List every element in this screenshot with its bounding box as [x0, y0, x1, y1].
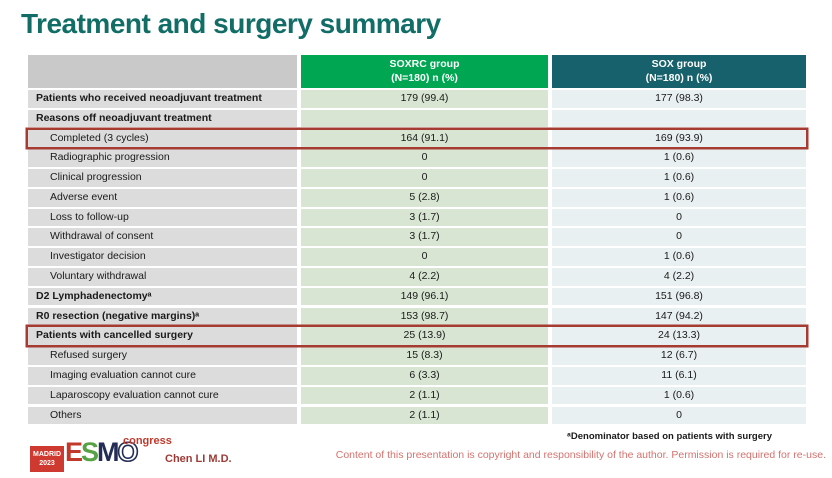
header-sox-name: SOX group [651, 58, 707, 71]
header-soxrc-name: SOXRC group [389, 58, 460, 71]
esmo-congress-logo: MADRID 2023 ESMO congress [30, 435, 180, 476]
row-label: Completed (3 cycles) [28, 129, 297, 148]
sox-value: 11 (6.1) [552, 366, 806, 385]
copyright-notice: Content of this presentation is copyrigh… [335, 449, 826, 461]
table-row: Patients who received neoadjuvant treatm… [28, 90, 806, 108]
row-label: Patients who received neoadjuvant treatm… [28, 90, 297, 108]
soxrc-value: 164 (91.1) [301, 129, 548, 148]
row-label: Patients with cancelled surgery [28, 327, 297, 345]
soxrc-value: 6 (3.3) [301, 366, 548, 385]
table-row: Patients with cancelled surgery 25 (13.9)… [28, 327, 806, 345]
row-label: Withdrawal of consent [28, 228, 297, 247]
sox-value: 151 (96.8) [552, 287, 806, 306]
table-row: Imaging evaluation cannot cure 6 (3.3) 11 … [28, 366, 806, 385]
soxrc-value: 4 (2.2) [301, 268, 548, 286]
madrid-2023-badge: MADRID 2023 [30, 446, 64, 472]
soxrc-value: 2 (1.1) [301, 406, 548, 425]
row-label: D2 Lymphadenectomyᵃ [28, 287, 297, 306]
esmo-letter-e: E [65, 437, 83, 467]
row-label: R0 resection (negative margins)ᵃ [28, 307, 297, 326]
row-label: Radiographic progression [28, 149, 297, 167]
soxrc-value: 2 (1.1) [301, 386, 548, 405]
header-soxrc-sub: (N=180) n (%) [391, 71, 458, 84]
sox-value: 4 (2.2) [552, 268, 806, 286]
row-label: Others [28, 406, 297, 425]
row-label: Reasons off neoadjuvant treatment [28, 109, 297, 128]
table-row: Completed (3 cycles) 164 (91.1) 169 (93.9) [28, 129, 806, 148]
sox-value: 177 (98.3) [552, 90, 806, 108]
header-soxrc-group: SOXRC group (N=180) n (%) [301, 55, 548, 88]
soxrc-value: 3 (1.7) [301, 208, 548, 227]
header-sox-group: SOX group (N=180) n (%) [552, 55, 806, 88]
soxrc-value: 0 [301, 248, 548, 266]
soxrc-value: 15 (8.3) [301, 347, 548, 365]
esmo-wordmark: ESMO [65, 437, 140, 467]
soxrc-value: 5 (2.8) [301, 188, 548, 207]
table-row: Withdrawal of consent 3 (1.7) 0 [28, 228, 806, 247]
header-empty-cell [28, 55, 297, 88]
soxrc-value: 25 (13.9) [301, 327, 548, 345]
row-label: Clinical progression [28, 169, 297, 187]
esmo-letter-o: O [117, 437, 140, 467]
sox-value: 1 (0.6) [552, 248, 806, 266]
slide-title: Treatment and surgery summary [21, 8, 441, 39]
sox-value: 1 (0.6) [552, 149, 806, 167]
table-row: Refused surgery 15 (8.3) 12 (6.7) [28, 347, 806, 365]
sox-value [552, 109, 806, 128]
row-label: Adverse event [28, 188, 297, 207]
sox-value: 0 [552, 228, 806, 247]
row-label: Loss to follow-up [28, 208, 297, 227]
denominator-footnote: ᵃDenominator based on patients with surg… [567, 431, 772, 442]
table-row: Loss to follow-up 3 (1.7) 0 [28, 208, 806, 227]
badge-year: 2023 [39, 460, 55, 467]
table-row: Laparoscopy evaluation cannot cure 2 (1.1… [28, 386, 806, 405]
sox-value: 1 (0.6) [552, 188, 806, 207]
table-row: D2 Lymphadenectomyᵃ 149 (96.1) 151 (96.8) [28, 287, 806, 306]
row-label: Investigator decision [28, 248, 297, 266]
sox-value: 147 (94.2) [552, 307, 806, 326]
table-row: Investigator decision 0 1 (0.6) [28, 248, 806, 266]
table-row: Clinical progression 0 1 (0.6) [28, 169, 806, 187]
presenter-name: Chen LI M.D. [165, 453, 232, 465]
sox-value: 0 [552, 406, 806, 425]
esmo-letter-m: M [97, 437, 119, 467]
soxrc-value: 3 (1.7) [301, 228, 548, 247]
sox-value: 24 (13.3) [552, 327, 806, 345]
sox-value: 169 (93.9) [552, 129, 806, 148]
sox-value: 1 (0.6) [552, 386, 806, 405]
table-row: R0 resection (negative margins)ᵃ 153 (98.… [28, 307, 806, 326]
header-sox-sub: (N=180) n (%) [645, 71, 713, 84]
soxrc-value: 179 (99.4) [301, 90, 548, 108]
congress-label: congress [123, 435, 172, 447]
sox-value: 0 [552, 208, 806, 227]
row-label: Voluntary withdrawal [28, 268, 297, 286]
soxrc-value: 149 (96.1) [301, 287, 548, 306]
row-label: Imaging evaluation cannot cure [28, 366, 297, 385]
table-row: Reasons off neoadjuvant treatment [28, 109, 806, 128]
soxrc-value: 0 [301, 169, 548, 187]
soxrc-value [301, 109, 548, 128]
row-label: Laparoscopy evaluation cannot cure [28, 386, 297, 405]
table-header-row: SOXRC group (N=180) n (%) SOX group (N=1… [28, 55, 806, 88]
table-row: Adverse event 5 (2.8) 1 (0.6) [28, 188, 806, 207]
esmo-letter-s: S [81, 437, 99, 467]
table-row: Radiographic progression 0 1 (0.6) [28, 149, 806, 167]
table-row: Voluntary withdrawal 4 (2.2) 4 (2.2) [28, 268, 806, 286]
table-row: Others 2 (1.1) 0 [28, 406, 806, 425]
soxrc-value: 153 (98.7) [301, 307, 548, 326]
treatment-surgery-table: SOXRC group (N=180) n (%) SOX group (N=1… [28, 55, 806, 426]
sox-value: 1 (0.6) [552, 169, 806, 187]
table-body: Patients who received neoadjuvant treatm… [28, 90, 806, 425]
badge-city: MADRID [33, 450, 61, 458]
sox-value: 12 (6.7) [552, 347, 806, 365]
soxrc-value: 0 [301, 149, 548, 167]
row-label: Refused surgery [28, 347, 297, 365]
